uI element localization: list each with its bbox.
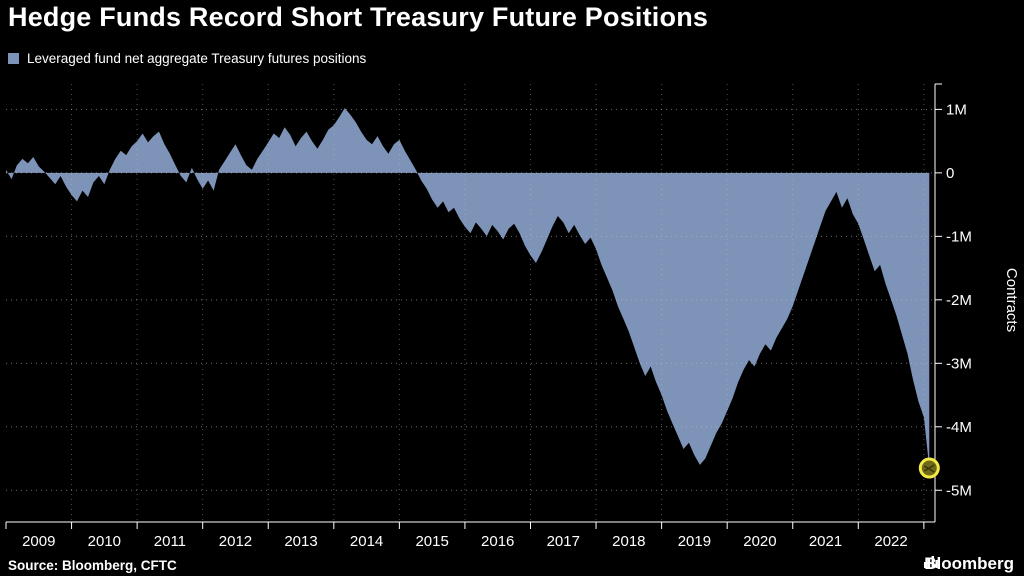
x-axis-tick-label: 2022 <box>874 533 907 550</box>
bloomberg-logo: Bloomberg <box>924 554 1014 574</box>
legend-label: Leveraged fund net aggregate Treasury fu… <box>27 51 367 66</box>
x-axis-tick-label: 2021 <box>809 533 842 550</box>
area-series <box>6 108 930 468</box>
bloomberg-wordmark: Bloomberg <box>924 554 1014 573</box>
x-axis-tick-label: 2010 <box>88 533 121 550</box>
x-axis-tick-label: 2012 <box>219 533 252 550</box>
latest-value-marker-ring <box>918 457 940 479</box>
y-axis-tick-label: 1M <box>946 101 967 118</box>
x-axis-tick-label: 2011 <box>154 533 186 550</box>
y-axis-tick-label: -5M <box>946 482 972 499</box>
y-axis-tick-label: 0 <box>946 165 954 182</box>
y-axis-tick-label: -4M <box>946 419 972 436</box>
x-axis-tick-label: 2019 <box>678 533 711 550</box>
x-axis-tick-label: 2009 <box>22 533 55 550</box>
x-axis-tick-label: 2016 <box>481 533 514 550</box>
legend-swatch-icon <box>8 53 19 64</box>
page-title: Hedge Funds Record Short Treasury Future… <box>8 2 709 32</box>
y-axis-title: Contracts <box>1003 268 1020 332</box>
source-attribution: Source: Bloomberg, CFTC <box>8 558 177 573</box>
y-axis-tick-label: -2M <box>946 292 972 309</box>
x-axis-tick-label: 2020 <box>743 533 776 550</box>
x-axis-tick-label: 2015 <box>415 533 448 550</box>
bloomberg-logo-bars-icon <box>924 556 939 568</box>
latest-value-marker-hatch <box>923 465 935 473</box>
y-axis-tick-label: -1M <box>946 228 972 245</box>
legend: Leveraged fund net aggregate Treasury fu… <box>8 51 366 66</box>
y-axis-tick-label: -3M <box>946 355 972 372</box>
x-axis-tick-label: 2018 <box>612 533 645 550</box>
x-axis-tick-label: 2014 <box>350 533 383 550</box>
x-axis-tick-label: 2017 <box>547 533 580 550</box>
x-axis-tick-label: 2013 <box>284 533 317 550</box>
latest-value-marker-hatch <box>923 464 935 472</box>
chart-plot: 2009 2010 2011 2012 2013 2014 2015 2016 2017 2018… <box>5 83 972 550</box>
